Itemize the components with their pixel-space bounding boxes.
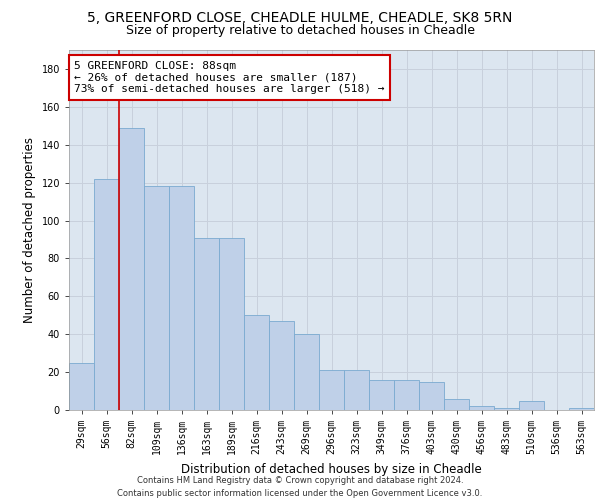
Bar bbox=[444, 398, 469, 410]
Bar bbox=[244, 316, 269, 410]
Text: Size of property relative to detached houses in Cheadle: Size of property relative to detached ho… bbox=[125, 24, 475, 37]
Bar bbox=[369, 380, 394, 410]
Bar bbox=[494, 408, 519, 410]
Bar bbox=[469, 406, 494, 410]
Text: 5, GREENFORD CLOSE, CHEADLE HULME, CHEADLE, SK8 5RN: 5, GREENFORD CLOSE, CHEADLE HULME, CHEAD… bbox=[88, 11, 512, 25]
Bar bbox=[94, 179, 119, 410]
X-axis label: Distribution of detached houses by size in Cheadle: Distribution of detached houses by size … bbox=[181, 462, 482, 475]
Bar bbox=[419, 382, 444, 410]
Bar bbox=[344, 370, 369, 410]
Bar bbox=[194, 238, 219, 410]
Text: 5 GREENFORD CLOSE: 88sqm
← 26% of detached houses are smaller (187)
73% of semi-: 5 GREENFORD CLOSE: 88sqm ← 26% of detach… bbox=[74, 61, 385, 94]
Bar bbox=[169, 186, 194, 410]
Bar bbox=[569, 408, 594, 410]
Bar bbox=[219, 238, 244, 410]
Bar bbox=[394, 380, 419, 410]
Bar bbox=[69, 362, 94, 410]
Y-axis label: Number of detached properties: Number of detached properties bbox=[23, 137, 36, 323]
Bar bbox=[519, 400, 544, 410]
Bar bbox=[119, 128, 144, 410]
Bar bbox=[144, 186, 169, 410]
Bar bbox=[294, 334, 319, 410]
Bar bbox=[319, 370, 344, 410]
Bar bbox=[269, 321, 294, 410]
Text: Contains HM Land Registry data © Crown copyright and database right 2024.
Contai: Contains HM Land Registry data © Crown c… bbox=[118, 476, 482, 498]
